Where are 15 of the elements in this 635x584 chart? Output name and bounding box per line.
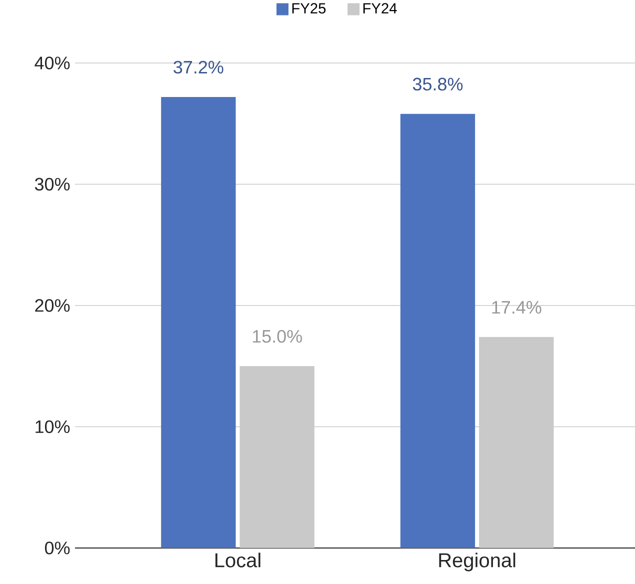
- bar: [161, 96, 236, 548]
- y-tick-label: 20%: [35, 299, 70, 312]
- y-tick-label: 0%: [44, 542, 70, 554]
- bar: [400, 114, 476, 548]
- data-label: 37.2%: [174, 60, 224, 74]
- legend-label: FY24: [363, 3, 397, 14]
- y-tick-label: 40%: [34, 56, 70, 70]
- x-tick-label: Regional: [439, 552, 516, 572]
- data-label: 17.4%: [492, 301, 542, 314]
- y-tick-label: 10%: [36, 420, 70, 434]
- y-tick-label: 30%: [34, 178, 70, 191]
- legend-label: FY25: [292, 3, 326, 14]
- data-label: 35.8%: [412, 78, 463, 91]
- data-label: 15.0%: [252, 330, 302, 343]
- x-tick-label: Local: [215, 552, 260, 568]
